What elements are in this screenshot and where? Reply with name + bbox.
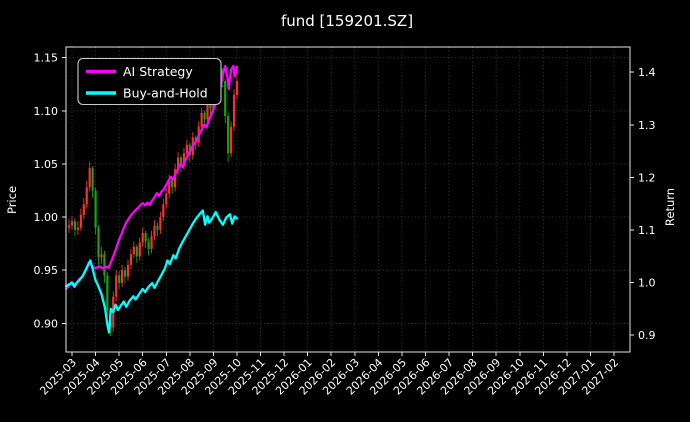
candle-body [88, 168, 91, 188]
y-axis-label-right: Return [663, 188, 677, 226]
buy-and-hold-line [64, 209, 239, 334]
candle-body [120, 270, 124, 283]
candle-body [203, 112, 206, 120]
y-tick-label-right: 0.9 [638, 329, 656, 342]
y-tick-label-right: 1.1 [638, 224, 656, 237]
candle-body [224, 81, 227, 117]
candle-body [141, 232, 144, 243]
candle-body [76, 227, 79, 230]
candle-body [82, 204, 85, 215]
candle-body [174, 169, 177, 188]
candle-body [123, 270, 127, 277]
legend-label-buy-and-hold: Buy-and-Hold [123, 86, 208, 101]
y-tick-label-right: 1.2 [638, 171, 656, 184]
candle-body [165, 193, 168, 205]
y-tick-label-right: 1.3 [638, 119, 656, 132]
candle-body [168, 179, 171, 194]
candle-body [85, 187, 88, 205]
candle-body [97, 227, 100, 258]
candle-body [132, 246, 135, 255]
candle-body [138, 242, 141, 257]
candle-body [106, 275, 109, 311]
y-axis-label-left: Price [5, 186, 19, 214]
candle-body [70, 221, 74, 226]
candle-body [103, 254, 106, 276]
candle-body [159, 217, 162, 230]
y-tick-label-left: 0.95 [34, 264, 59, 277]
candle-body [162, 204, 165, 218]
plot-frame [65, 46, 631, 353]
legend: AI Strategy Buy-and-Hold [77, 57, 222, 106]
candle-body [73, 221, 77, 230]
candle-body [150, 236, 153, 249]
candle-body [67, 225, 71, 228]
candle-body [227, 116, 230, 154]
candle-body [200, 112, 203, 127]
candle-body [235, 81, 239, 95]
candle-body [182, 153, 186, 167]
candle-body [229, 126, 233, 154]
line-series [64, 64, 239, 334]
y-tick-label-left: 0.90 [34, 317, 59, 330]
candle-body [176, 157, 180, 170]
candle-body [153, 225, 156, 237]
candle-body [126, 264, 130, 277]
y-tick-label-right: 1.4 [638, 66, 656, 79]
candle-body [171, 179, 174, 188]
candle-body [232, 94, 236, 127]
legend-label-ai-strategy: AI Strategy [123, 64, 193, 79]
candle-body [206, 102, 209, 120]
candle-body [135, 246, 138, 257]
candle-body [94, 190, 97, 228]
y-tick-label-left: 1.00 [34, 211, 59, 224]
candle-body [79, 214, 82, 228]
candle-body [100, 254, 103, 258]
chart-title: fund [159201.SZ] [281, 12, 413, 30]
candle-body [156, 225, 159, 230]
candle-body [147, 241, 150, 249]
y-tick-label-left: 1.10 [34, 105, 59, 118]
candle-body [129, 254, 133, 265]
y-tick-label-right: 1.0 [638, 277, 656, 290]
candle-body [179, 157, 183, 167]
candle-body [144, 232, 147, 242]
candle-body [209, 102, 212, 109]
candlestick-series [67, 62, 239, 337]
candle-body [115, 275, 118, 297]
candle-body [185, 144, 188, 154]
candle-body [118, 275, 121, 283]
candle-body [91, 168, 94, 191]
y-tick-label-left: 1.15 [34, 52, 59, 65]
y-tick-label-left: 1.05 [34, 158, 59, 171]
ai-strategy-line [64, 64, 239, 291]
